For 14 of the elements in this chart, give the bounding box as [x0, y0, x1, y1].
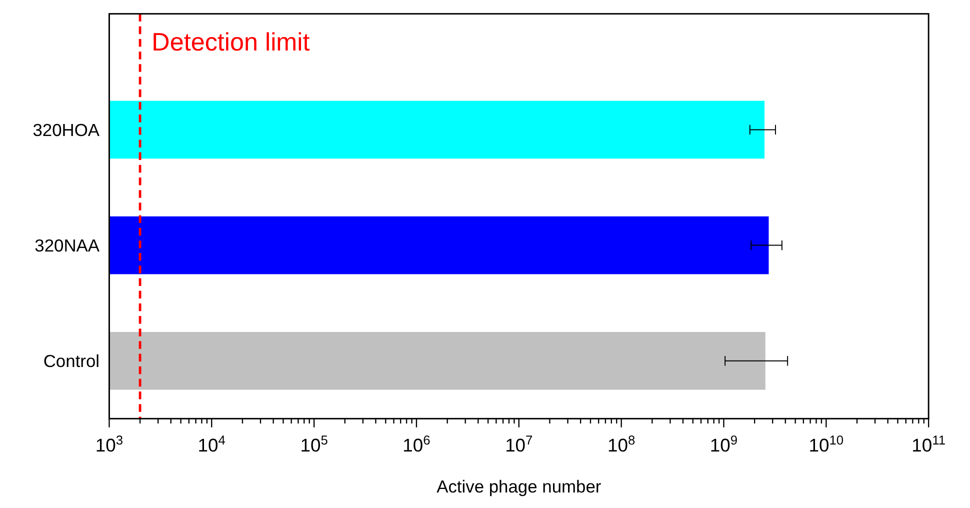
x-tick-label: 10$^{6}$: [402, 432, 430, 456]
y-tick-label: 320NAA: [34, 235, 100, 256]
x-tick-label: 10$^{4}$: [198, 432, 226, 456]
x-tick-label: 10$^{3}$: [95, 432, 124, 456]
x-tick-label: 10$^{5}$: [300, 432, 328, 456]
y-tick-label: Control: [43, 350, 100, 371]
x-tick-label: 10$^{7}$: [505, 432, 533, 456]
x-tick-label: 10$^{8}$: [607, 432, 636, 456]
x-tick-label: 10$^{11}$: [912, 432, 946, 456]
x-tick-label: 10$^{9}$: [710, 432, 738, 456]
ref-line-label: Detection limit: [152, 28, 310, 57]
x-axis-title: Active phage number: [436, 476, 602, 496]
y-tick-label: 320HOA: [32, 120, 100, 140]
x-tick-label: 10$^{10}$: [808, 432, 844, 456]
